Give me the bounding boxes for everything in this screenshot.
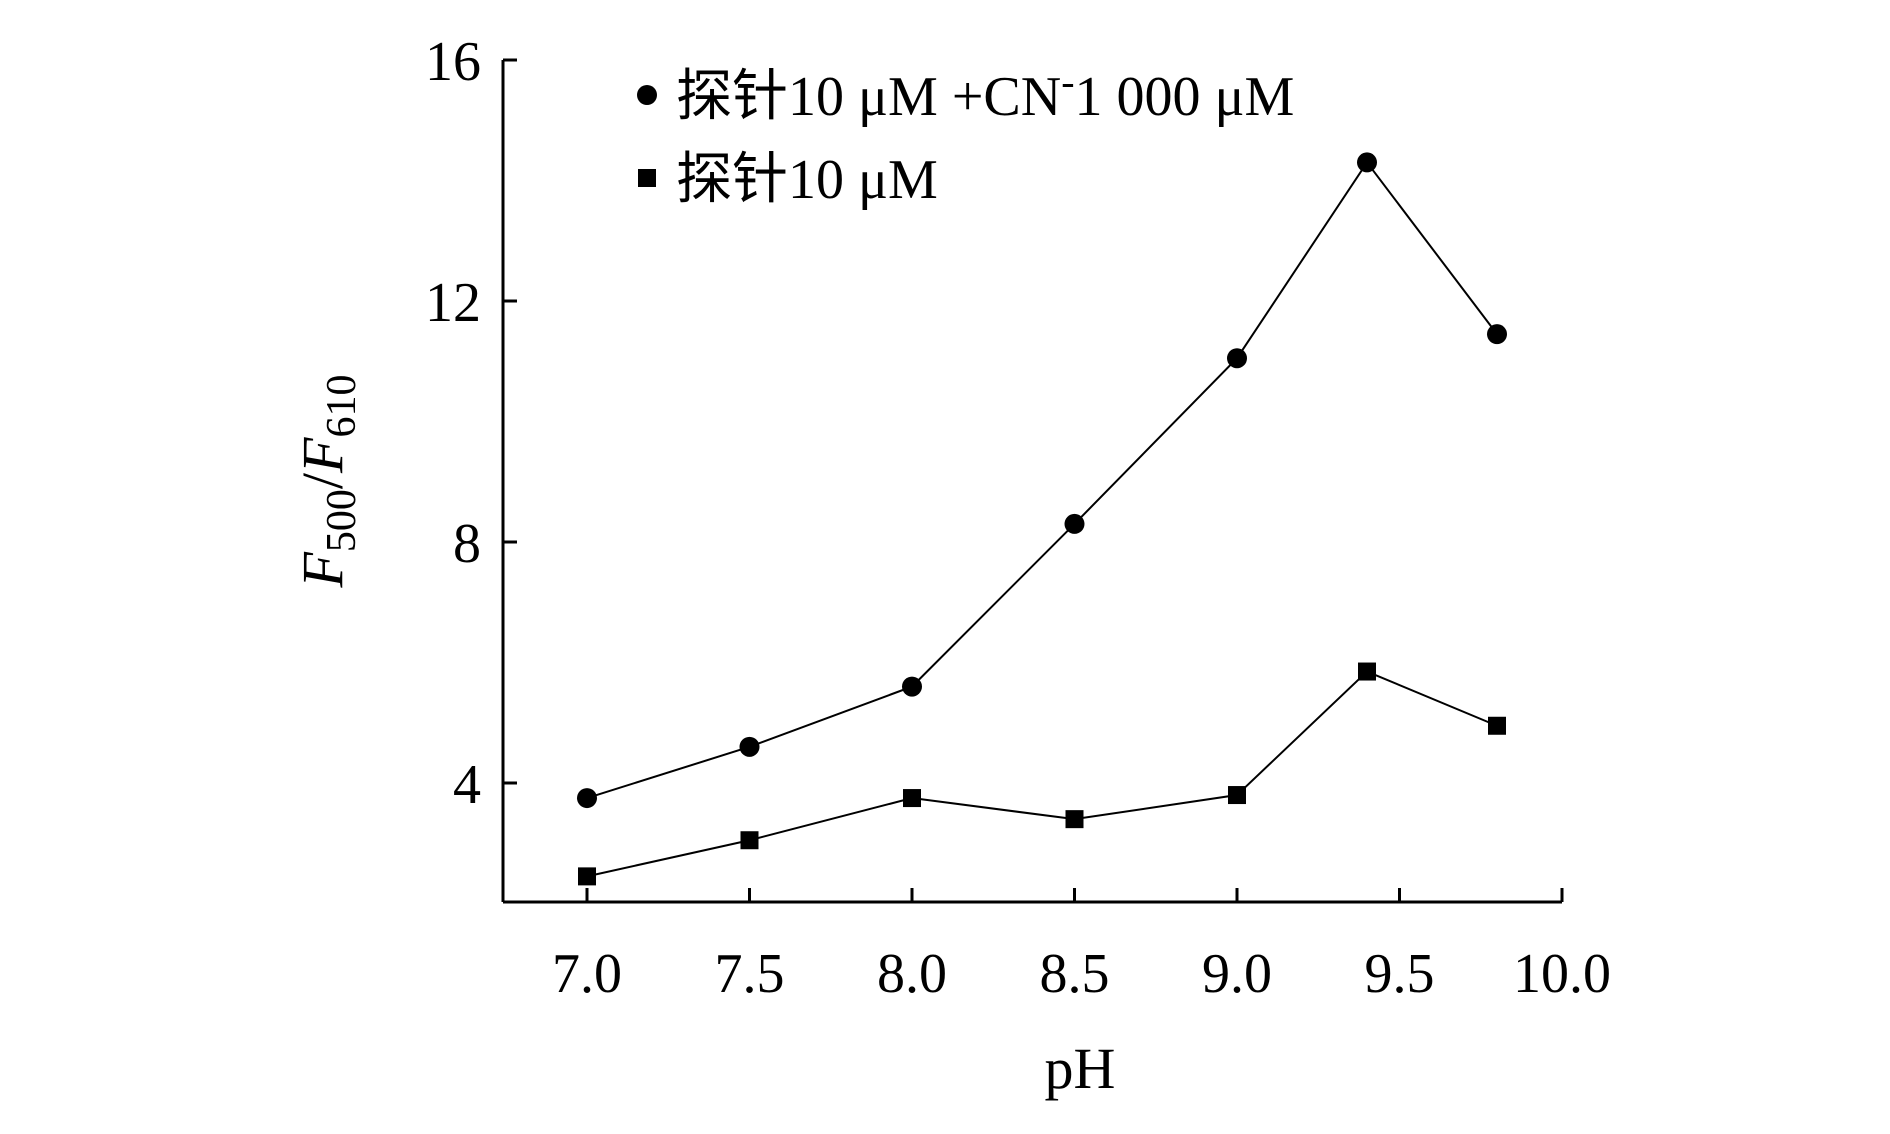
data-point	[903, 789, 921, 808]
text-part: 探针10 μM +CN	[676, 66, 1061, 128]
x-tick-label: 7.5	[715, 943, 785, 1005]
x-tick-label: 9.0	[1202, 943, 1272, 1005]
x-tick-label: 7.0	[552, 943, 622, 1005]
text-part: /	[290, 472, 355, 489]
text-part: -	[1061, 59, 1074, 104]
data-point	[1488, 716, 1506, 735]
x-tick-label: 10.0	[1513, 943, 1611, 1005]
text-part: 500	[319, 489, 365, 552]
series-line	[586, 160, 1498, 800]
text-part: 1 000 μM	[1075, 66, 1295, 128]
series-1	[577, 152, 1507, 809]
legend-item: 探针10 μM	[638, 149, 938, 211]
data-point	[577, 788, 597, 809]
x-ticks: 7.0 7.5 8.0 8.5 9.0 9.5 10.0	[552, 888, 1611, 1005]
data-point	[1487, 324, 1507, 345]
text-part: F	[290, 437, 355, 474]
legend-item: 探针10 μM +CN-1 000 μM	[637, 59, 1294, 128]
legend-marker	[637, 85, 657, 105]
x-axis-title: pH	[1045, 1036, 1116, 1101]
series-2	[578, 662, 1506, 886]
series-line	[586, 670, 1498, 878]
text-part: 探针10 μM	[676, 149, 938, 211]
x-tick-label: 8.0	[877, 943, 947, 1005]
y-ticks: 4 8 12 16	[425, 31, 517, 816]
data-point	[1358, 662, 1376, 681]
data-point	[1227, 348, 1247, 369]
text-part: 610	[319, 375, 365, 438]
data-point	[1064, 513, 1085, 534]
data-point	[578, 867, 596, 886]
legend-marker	[638, 169, 656, 187]
series-layer	[577, 152, 1507, 886]
x-tick-label: 8.5	[1040, 943, 1110, 1005]
legend-label: 探针10 μM +CN-1 000 μM	[676, 59, 1294, 128]
plot-area	[501, 60, 1562, 904]
y-tick-label: 4	[453, 754, 481, 816]
y-tick-label: 16	[425, 31, 481, 93]
y-tick-label: 12	[425, 272, 481, 334]
data-point	[739, 736, 760, 757]
text-part: F	[290, 552, 355, 589]
data-point	[740, 831, 759, 850]
x-tick-label: 9.5	[1365, 943, 1435, 1005]
legend-label: 探针10 μM	[676, 149, 938, 211]
data-point	[902, 676, 922, 697]
data-point	[1357, 152, 1377, 173]
data-point	[1228, 786, 1246, 805]
data-point	[1065, 810, 1084, 829]
legend: 探针10 μM +CN-1 000 μM 探针10 μM	[637, 59, 1294, 211]
y-tick-label: 8	[453, 513, 481, 575]
y-axis-title: F500/F610	[290, 375, 365, 589]
